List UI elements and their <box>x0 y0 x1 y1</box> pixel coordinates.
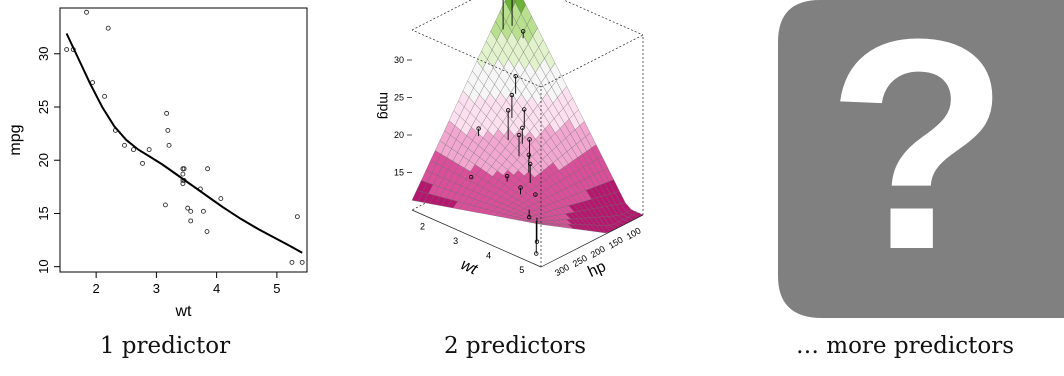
observed-point <box>526 214 532 220</box>
data-point <box>181 166 187 172</box>
data-point <box>64 47 70 52</box>
observed-point <box>518 185 523 190</box>
observed-point <box>527 137 532 142</box>
box-front-edge <box>540 214 644 268</box>
observed-point <box>520 29 526 34</box>
observed-point <box>509 92 515 98</box>
data-point <box>294 214 300 220</box>
wt-tick-label: 5 <box>519 265 524 275</box>
plot-frame <box>59 7 308 273</box>
data-point <box>205 166 211 172</box>
caption-1-predictor: 1 predictor <box>99 333 231 359</box>
observed-point <box>476 126 481 131</box>
box-back-edge <box>562 0 644 36</box>
surface-chart-panel: 15 20 25 30 mpg 2 3 4 5 wt 100 150 200 250 300 hp <box>345 0 690 320</box>
wt-tick-label: 4 <box>486 251 491 261</box>
x-tick-label: 3 <box>153 281 160 296</box>
box-back-edge <box>411 0 472 31</box>
smooth-fit-line <box>65 33 303 254</box>
data-point <box>162 202 168 208</box>
question-mark-icon: ? <box>778 0 1064 318</box>
y-tick-label: 10 <box>36 259 51 273</box>
data-point <box>165 127 171 133</box>
data-point <box>146 147 152 153</box>
data-point <box>204 229 210 234</box>
hp-tick-label: 200 <box>589 244 607 260</box>
data-point <box>289 259 295 265</box>
data-point <box>140 160 145 166</box>
wt-axis-label: wt <box>458 256 480 278</box>
mpg-vs-wt-scatter: 2 3 4 5 10 15 20 25 30 wt mpg <box>7 7 308 320</box>
hp-tick-label: 300 <box>553 262 571 278</box>
x-tick-label: 2 <box>93 281 100 296</box>
data-point <box>188 218 194 224</box>
box-front-edge <box>411 209 542 268</box>
observed-point <box>534 251 539 256</box>
observed-point <box>527 161 533 167</box>
observed-point <box>513 74 518 79</box>
surface-patch <box>513 0 517 3</box>
data-point <box>102 93 108 99</box>
y-tick-label: 15 <box>36 206 51 220</box>
z-tick-label: 30 <box>394 55 404 65</box>
data-point <box>188 208 194 214</box>
y-axis-label: mpg <box>7 124 24 155</box>
x-axis-label: wt <box>175 303 193 320</box>
surface-patch <box>515 0 526 14</box>
z-axis-label: mpg <box>377 92 393 119</box>
scatter-chart-panel: 2 3 4 5 10 15 20 25 30 wt mpg <box>0 0 330 320</box>
y-tick-label: 20 <box>36 153 51 167</box>
data-point <box>200 208 206 214</box>
x-tick-label: 4 <box>213 281 220 296</box>
z-tick-label: 20 <box>394 130 404 140</box>
data-point <box>218 196 224 201</box>
z-tick-label: 15 <box>394 168 404 178</box>
observed-point <box>522 107 527 112</box>
observed-point <box>504 173 510 179</box>
caption-2-predictors: 2 predictors <box>443 333 587 359</box>
data-point <box>166 142 172 148</box>
observed-point <box>468 174 474 180</box>
wt-tick-label: 3 <box>453 236 458 246</box>
observed-point <box>516 132 522 138</box>
y-tick-label: 25 <box>36 100 51 114</box>
data-point <box>180 171 186 177</box>
data-point <box>105 25 111 31</box>
data-point <box>122 142 127 148</box>
data-point <box>185 205 191 211</box>
data-point <box>131 147 136 153</box>
z-tick-label: 25 <box>394 93 404 103</box>
caption-more-predictors: … more predictors <box>795 333 1015 359</box>
hp-axis-label: hp <box>585 258 608 281</box>
box-front-edge <box>411 29 542 88</box>
hp-tick-label: 100 <box>625 225 643 241</box>
question-mark-glyph: ? <box>826 0 1009 312</box>
observed-point <box>534 239 540 244</box>
box-front-edge <box>540 34 644 88</box>
observed-point <box>505 108 511 113</box>
data-point <box>164 110 170 116</box>
observed-point <box>526 152 532 158</box>
hp-tick-label: 150 <box>607 235 625 251</box>
data-point <box>299 259 305 265</box>
wt-tick-label: 2 <box>420 221 425 231</box>
x-tick-label: 5 <box>273 281 280 296</box>
y-tick-label: 30 <box>36 47 51 61</box>
data-point <box>84 9 89 15</box>
observed-point <box>533 192 538 197</box>
question-placeholder-panel: ? <box>760 0 1064 320</box>
